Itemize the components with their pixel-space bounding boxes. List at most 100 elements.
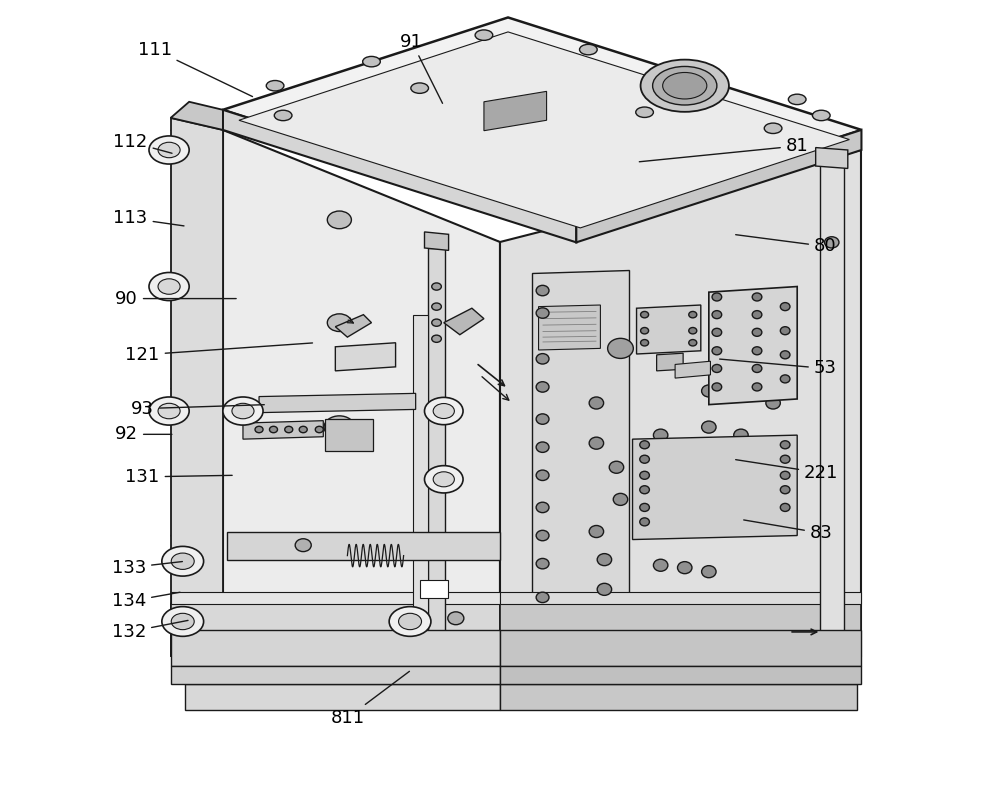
Ellipse shape [752, 328, 762, 336]
Ellipse shape [712, 383, 722, 391]
Ellipse shape [432, 335, 441, 343]
Ellipse shape [734, 505, 748, 517]
Polygon shape [239, 32, 849, 228]
Polygon shape [223, 110, 576, 243]
Ellipse shape [475, 30, 493, 40]
Ellipse shape [712, 364, 722, 372]
Polygon shape [171, 592, 500, 604]
Ellipse shape [752, 347, 762, 355]
Polygon shape [657, 353, 683, 371]
Ellipse shape [780, 455, 790, 463]
Ellipse shape [640, 472, 649, 480]
Ellipse shape [433, 472, 454, 487]
Ellipse shape [274, 110, 292, 121]
Ellipse shape [780, 441, 790, 449]
Ellipse shape [780, 504, 790, 512]
Polygon shape [171, 604, 500, 656]
Ellipse shape [299, 426, 307, 433]
Ellipse shape [580, 44, 597, 55]
Polygon shape [816, 147, 848, 168]
Polygon shape [259, 393, 416, 413]
Text: 93: 93 [131, 400, 264, 418]
Polygon shape [500, 629, 861, 667]
Ellipse shape [653, 465, 668, 477]
Ellipse shape [700, 70, 718, 81]
Ellipse shape [653, 559, 668, 571]
Ellipse shape [432, 283, 441, 290]
Ellipse shape [597, 584, 612, 596]
Ellipse shape [752, 383, 762, 391]
Ellipse shape [766, 437, 780, 449]
Text: 53: 53 [720, 359, 837, 377]
Ellipse shape [536, 413, 549, 424]
Ellipse shape [640, 486, 649, 494]
Ellipse shape [663, 73, 707, 99]
Polygon shape [539, 305, 600, 350]
Ellipse shape [640, 455, 649, 463]
Ellipse shape [232, 403, 254, 419]
Polygon shape [223, 18, 861, 222]
Ellipse shape [536, 502, 549, 513]
Ellipse shape [653, 493, 668, 505]
Ellipse shape [536, 382, 549, 393]
Ellipse shape [712, 328, 722, 336]
Ellipse shape [149, 272, 189, 301]
Ellipse shape [788, 94, 806, 105]
Ellipse shape [149, 136, 189, 164]
Ellipse shape [285, 426, 293, 433]
Polygon shape [413, 314, 428, 668]
Ellipse shape [162, 607, 204, 636]
Ellipse shape [149, 397, 189, 425]
Ellipse shape [702, 385, 716, 397]
Ellipse shape [641, 311, 649, 318]
Ellipse shape [171, 613, 194, 629]
Ellipse shape [689, 327, 697, 334]
Ellipse shape [327, 314, 351, 331]
Polygon shape [532, 271, 629, 636]
Ellipse shape [613, 493, 628, 505]
Text: 811: 811 [330, 671, 409, 727]
Ellipse shape [536, 559, 549, 569]
Ellipse shape [636, 107, 653, 118]
Ellipse shape [686, 445, 700, 457]
Ellipse shape [640, 518, 649, 526]
Polygon shape [420, 580, 448, 598]
Ellipse shape [702, 421, 716, 433]
Polygon shape [325, 419, 373, 451]
Ellipse shape [597, 554, 612, 566]
Ellipse shape [678, 562, 692, 574]
Ellipse shape [686, 501, 700, 513]
Polygon shape [637, 305, 701, 354]
Ellipse shape [712, 293, 722, 301]
Ellipse shape [689, 311, 697, 318]
Ellipse shape [411, 83, 429, 93]
Text: 80: 80 [736, 235, 837, 256]
Polygon shape [500, 150, 861, 656]
Polygon shape [675, 361, 710, 378]
Ellipse shape [780, 472, 790, 480]
Polygon shape [171, 102, 223, 130]
Ellipse shape [433, 404, 454, 418]
Ellipse shape [223, 397, 263, 425]
Text: 112: 112 [113, 133, 172, 153]
Ellipse shape [389, 607, 431, 636]
Polygon shape [500, 604, 861, 656]
Ellipse shape [536, 470, 549, 480]
Ellipse shape [764, 123, 782, 134]
Ellipse shape [766, 397, 780, 409]
Ellipse shape [424, 466, 463, 493]
Polygon shape [633, 435, 797, 539]
Ellipse shape [608, 339, 633, 359]
Ellipse shape [324, 416, 355, 438]
Text: 121: 121 [125, 343, 312, 364]
Ellipse shape [536, 592, 549, 603]
Polygon shape [500, 667, 861, 684]
Ellipse shape [158, 279, 180, 294]
Ellipse shape [315, 426, 323, 433]
Ellipse shape [158, 403, 180, 419]
Ellipse shape [762, 509, 776, 521]
Ellipse shape [432, 319, 441, 326]
Ellipse shape [640, 504, 649, 512]
Ellipse shape [295, 538, 311, 551]
Polygon shape [820, 164, 844, 656]
